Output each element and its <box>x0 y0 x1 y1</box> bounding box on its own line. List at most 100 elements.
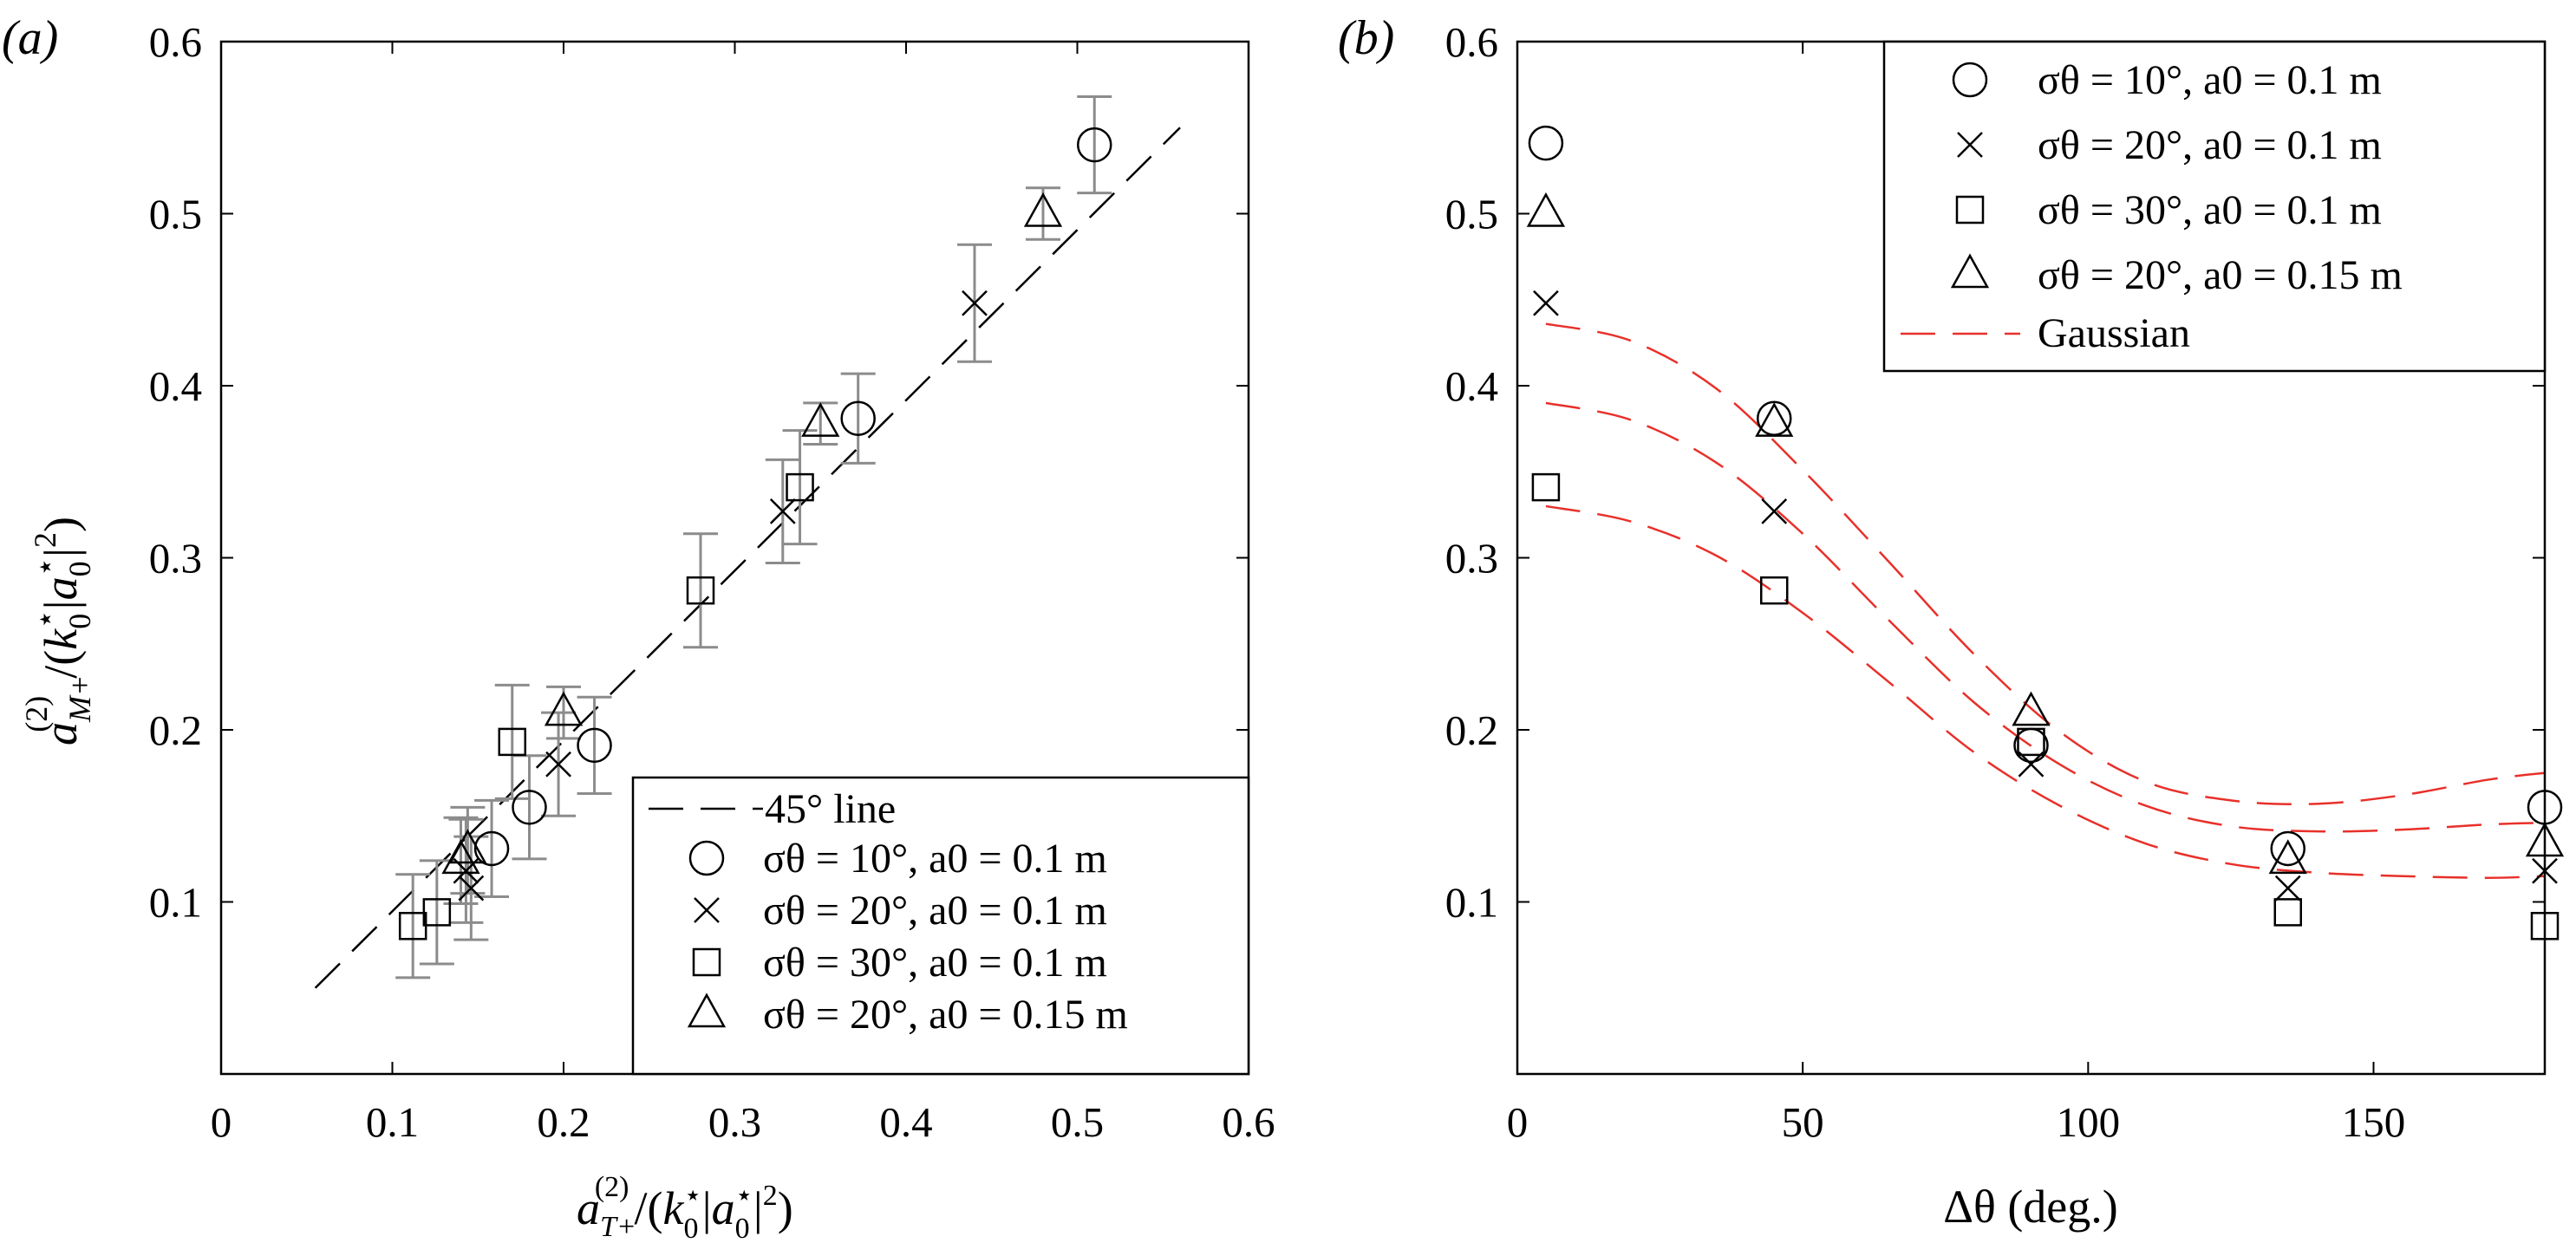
legend-entry: σθ = 10°, a0 = 0.1 m <box>688 836 1107 882</box>
data-point-circle <box>577 727 612 764</box>
gaussian-curve-1 <box>1545 322 2546 805</box>
data-point-circle <box>1077 127 1112 163</box>
data-point-triangle <box>1526 192 1566 227</box>
legend-entry-label: σθ = 20°, a0 = 0.15 m <box>763 992 1128 1038</box>
data-point-x <box>1761 498 1788 524</box>
x-tick-label: 0.2 <box>537 1098 590 1146</box>
panel-b-legend-box <box>1882 40 2547 373</box>
error-bar <box>494 683 530 800</box>
data-point-triangle <box>1023 192 1063 227</box>
legend-entry: σθ = 30°, a0 = 0.1 m <box>692 940 1107 986</box>
x-tick-label: 0.1 <box>366 1098 419 1146</box>
panel-b-label: (b) <box>1338 11 1394 65</box>
legend-entry-label: σθ = 20°, a0 = 0.15 m <box>2038 252 2403 298</box>
legend-marker-square <box>1955 195 1985 225</box>
data-point-triangle <box>544 691 584 726</box>
legend-entry-label: σθ = 20°, a0 = 0.1 m <box>2038 122 2382 168</box>
y-tick-label: 0.4 <box>1445 362 1498 410</box>
data-point-square <box>398 912 427 940</box>
legend-marker-x <box>1957 132 1983 158</box>
x-tick-label: 0 <box>211 1098 232 1146</box>
error-bar <box>395 873 431 979</box>
panel-a-reference-line <box>314 127 1181 989</box>
legend-entry: σθ = 20°, a0 = 0.15 m <box>687 992 1128 1038</box>
legend-entry: σθ = 20°, a0 = 0.1 m <box>1957 122 2382 168</box>
legend-entry-label: σθ = 30°, a0 = 0.1 m <box>2038 187 2382 233</box>
data-point-x <box>1533 290 1559 316</box>
panel-a-legend-box <box>631 776 1250 1076</box>
panel-a-legend-entries: σθ = 10°, a0 = 0.1 m σθ = 20°, a0 = 0.1 m… <box>687 836 1128 1038</box>
x-tick-label: 0.6 <box>1222 1098 1275 1146</box>
data-point-x <box>962 290 988 316</box>
panel-a-ticks: 0 0.1 0.2 0.3 0.4 0.5 0.6 0.1 0.2 0.3 0.4 0.5 0.6 <box>149 18 1275 1146</box>
error-bar <box>683 532 718 649</box>
data-point-square <box>2017 727 2045 757</box>
legend-entry-label: σθ = 20°, a0 = 0.1 m <box>763 888 1107 934</box>
error-bar <box>1077 95 1112 195</box>
error-bar <box>512 754 547 861</box>
panel-a-data-marks <box>395 95 1112 979</box>
data-point-circle <box>1528 125 1564 161</box>
data-point-triangle <box>801 402 840 437</box>
data-point-triangle <box>1755 402 1794 437</box>
data-point-square <box>686 576 715 605</box>
x-tick-label: 0.4 <box>879 1098 932 1146</box>
y-tick-label: 0.2 <box>149 706 202 754</box>
panel-b-xlabel: Δθ (deg.) <box>1943 1181 2118 1233</box>
y-tick-label: 0.5 <box>149 191 202 238</box>
legend-entry: σθ = 20°, a0 = 0.1 m <box>694 888 1107 934</box>
panel-b: (b) 0 50 100 150 0.1 0.2 0.3 0.4 0.5 0.6 Δθ (deg.… <box>1338 11 2565 1233</box>
legend-entry: σθ = 10°, a0 = 0.1 m <box>1952 57 2382 103</box>
reference-45-line <box>314 127 1181 989</box>
data-point-square <box>786 472 814 502</box>
data-point-square <box>498 727 526 757</box>
legend-marker-x <box>694 897 720 923</box>
data-point-triangle <box>448 829 487 864</box>
data-point-x <box>2018 751 2044 778</box>
y-tick-label: 0.1 <box>149 879 202 927</box>
error-bar <box>419 859 454 966</box>
y-tick-label: 0.5 <box>1445 191 1498 238</box>
y-tick-label: 0.1 <box>1445 879 1498 927</box>
error-bar <box>450 805 486 895</box>
x-tick-label: 50 <box>1782 1098 1824 1146</box>
y-tick-label: 0.6 <box>149 18 202 66</box>
data-point-square <box>1531 472 1561 502</box>
error-bar <box>803 401 838 446</box>
legend-entry-label: σθ = 30°, a0 = 0.1 m <box>763 940 1107 986</box>
legend-entry: σθ = 30°, a0 = 0.1 m <box>1955 187 2382 233</box>
legend-marker-circle <box>688 840 725 876</box>
error-bar <box>474 798 510 899</box>
legend-entry-label: σθ = 10°, a0 = 0.1 m <box>2038 57 2382 103</box>
error-bar <box>577 695 612 795</box>
panel-a-legend: 45° line σθ = 10°, a0 = 0.1 m σθ = 20°, a… <box>631 776 1250 1076</box>
legend-entry: σθ = 20°, a0 = 0.15 m <box>1950 252 2403 298</box>
legend-marker-triangle <box>687 992 727 1028</box>
data-point-x <box>458 875 485 901</box>
y-tick-label: 0.3 <box>1445 535 1498 582</box>
data-point-circle <box>1757 400 1792 436</box>
data-point-x <box>545 751 571 778</box>
y-tick-label: 0.3 <box>149 535 202 582</box>
data-point-triangle <box>2012 691 2051 726</box>
legend-marker-circle <box>1952 62 1988 98</box>
data-point-circle <box>512 790 547 825</box>
data-point-square <box>2273 898 2302 927</box>
error-bar <box>782 429 818 546</box>
x-tick-label: 100 <box>2057 1098 2121 1146</box>
error-bar <box>840 372 876 465</box>
data-point-x <box>2274 875 2301 901</box>
legend-entry-label: σθ = 10°, a0 = 0.1 m <box>763 836 1107 882</box>
y-tick-label: 0.4 <box>149 362 202 410</box>
x-tick-label: 0.3 <box>708 1098 761 1146</box>
panel-b-legend-entries: σθ = 10°, a0 = 0.1 m σθ = 20°, a0 = 0.1 m… <box>1950 57 2403 298</box>
data-point-triangle <box>2268 839 2307 875</box>
panel-b-legend: σθ = 10°, a0 = 0.1 m σθ = 20°, a0 = 0.1 m… <box>1882 40 2547 373</box>
data-point-square <box>1760 576 1789 605</box>
legend-a-45-line-label: 45° line <box>765 786 896 832</box>
panel-b-gaussian-curves <box>1545 322 2546 879</box>
legend-marker-triangle <box>1950 253 1990 289</box>
panel-a-xlabel: aT+(2)/(k0⋆|a0⋆|2) <box>577 1171 793 1243</box>
y-tick-label: 0.6 <box>1445 18 1498 66</box>
data-point-circle <box>840 400 876 436</box>
